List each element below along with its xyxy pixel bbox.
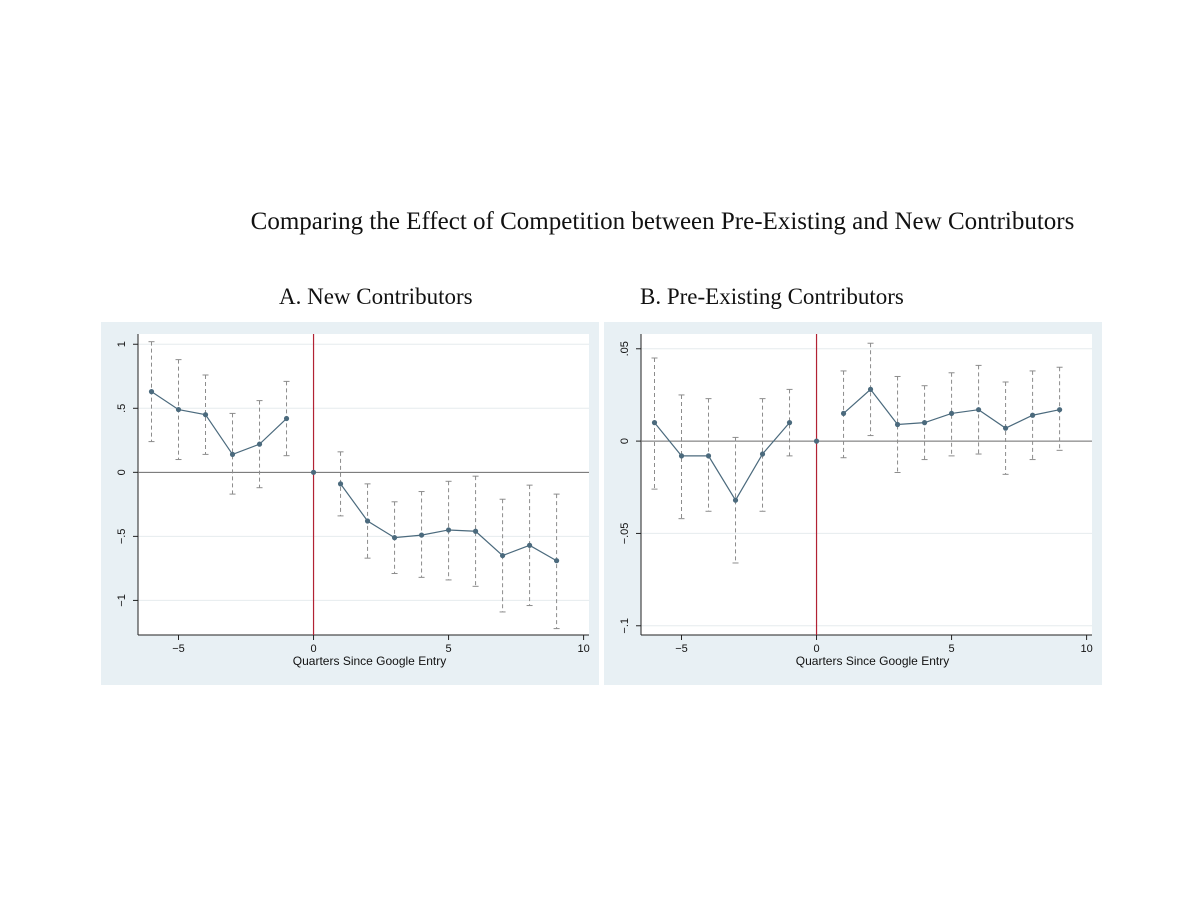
panel-b-data-point xyxy=(921,420,928,426)
panel-a-series-line-pre xyxy=(151,391,287,456)
panel-b-y-tick-label: .05 xyxy=(619,341,631,356)
panel-b-x-tick-label: 10 xyxy=(1080,643,1092,655)
panel-a-chart: −1 −.5 0 .5 1 −5 0 5 10 Quarters Since Google Ent… xyxy=(101,322,599,685)
panel-b-data-point xyxy=(813,438,820,444)
panel-a-data-point xyxy=(499,552,506,559)
panel-b-data-point xyxy=(948,410,955,417)
panel-b-y-tick-label: −.05 xyxy=(619,523,631,545)
panel-b-data-point xyxy=(894,421,901,428)
panel-a-data-point xyxy=(229,451,236,457)
panel-b-x-tick-label: 5 xyxy=(949,643,955,655)
panel-b-data-point xyxy=(1029,412,1036,418)
figure-title: Comparing the Effect of Competition betw… xyxy=(250,208,1075,235)
panel-b-chart: −.1 −.05 0 .05 −5 0 5 10 Quarters Since Google E… xyxy=(604,322,1102,685)
panel-a-y-tick-label: −.5 xyxy=(116,529,128,545)
panel-b-title: B. Pre-Existing Contributors xyxy=(640,284,904,309)
panel-a-data-point xyxy=(526,542,533,548)
panel-b-data-point xyxy=(975,407,982,413)
panel-b-data-point xyxy=(867,386,874,392)
panel-a-data-point xyxy=(418,532,425,538)
panel-a-data-point xyxy=(364,518,371,524)
panel-b-svg: −.1 −.05 0 .05 −5 0 5 10 Quarters Since Google E… xyxy=(619,334,1093,668)
panel-a-y-tick-label: 1 xyxy=(116,341,128,347)
panel-a-data-point xyxy=(202,412,209,418)
panel-a-data-point xyxy=(148,389,155,395)
panel-a-svg: −1 −.5 0 .5 1 −5 0 5 10 Quarters Since Google Ent… xyxy=(116,334,590,668)
panel-b-data-point xyxy=(1002,425,1009,431)
panel-a-plot-area xyxy=(138,334,589,635)
panel-a-y-tick-label: .5 xyxy=(116,404,128,413)
panel-a-x-tick-label: 10 xyxy=(577,643,589,655)
panel-a-x-tick-label: 5 xyxy=(446,643,452,655)
panel-a-data-point xyxy=(553,558,560,564)
panel-a-data-point xyxy=(256,441,263,447)
panel-a-data-point xyxy=(472,528,479,534)
panel-a-data-point xyxy=(391,535,398,541)
panel-a-x-axis-label: Quarters Since Google Entry xyxy=(293,654,446,668)
panel-b-data-point xyxy=(678,453,685,459)
panel-b-x-tick-label: −5 xyxy=(675,643,688,655)
panel-b-plot-area xyxy=(641,334,1092,635)
panel-a-data-point xyxy=(283,415,290,422)
panel-b-x-axis-label: Quarters Since Google Entry xyxy=(796,654,949,668)
panel-a-y-tick-label: 0 xyxy=(116,469,128,475)
panel-b-series-line-pre xyxy=(654,422,790,502)
panel-b-data-point xyxy=(732,497,739,503)
panel-b-data-point xyxy=(786,420,793,426)
panel-a-x-tick-label: 0 xyxy=(310,643,316,655)
panel-b-data-point xyxy=(1056,407,1063,413)
panel-b-data-point xyxy=(705,453,712,459)
panel-a-data-point xyxy=(445,527,452,533)
panel-b-data-point xyxy=(840,410,847,417)
panel-b-y-tick-label: −.1 xyxy=(619,618,631,634)
panel-a-data-point xyxy=(310,469,317,475)
panel-b-x-tick-label: 0 xyxy=(813,643,819,655)
panel-b-y-tick-label: 0 xyxy=(619,438,631,444)
panel-b-data-point xyxy=(759,451,766,457)
panel-a-x-tick-label: −5 xyxy=(172,643,185,655)
panel-a-data-point xyxy=(175,406,182,413)
panel-a-y-tick-label: −1 xyxy=(116,594,128,607)
panel-a-title: A. New Contributors xyxy=(279,284,473,309)
panel-b-data-point xyxy=(651,420,658,426)
panel-a-data-point xyxy=(337,481,344,487)
